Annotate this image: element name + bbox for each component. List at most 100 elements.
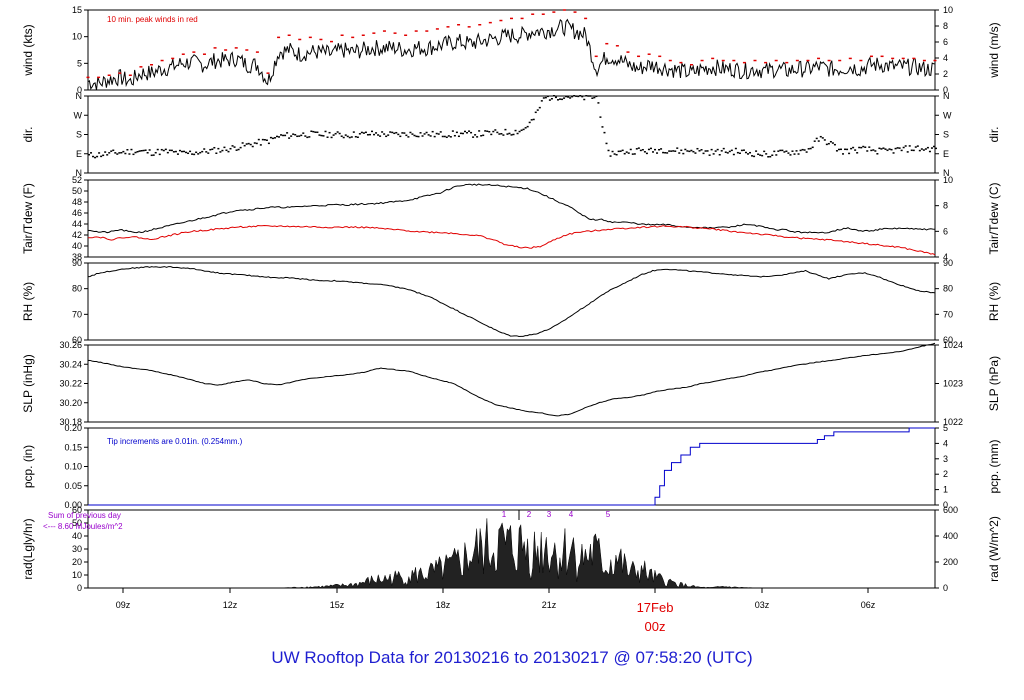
direction-point (474, 134, 477, 136)
ytick-left-label: 30.20 (59, 398, 82, 408)
direction-point (492, 130, 495, 133)
direction-point (587, 95, 590, 97)
direction-point (288, 137, 291, 139)
direction-point (864, 146, 867, 149)
ytick-left-label: S (76, 130, 82, 140)
direction-point (160, 148, 163, 151)
direction-point (728, 150, 731, 153)
direction-point (486, 130, 489, 133)
direction-point (910, 149, 913, 152)
direction-point (364, 131, 367, 134)
direction-point (278, 136, 281, 138)
direction-point (690, 149, 693, 152)
direction-point (223, 146, 226, 149)
ytick-right-label: 1024 (943, 340, 963, 350)
direction-point (94, 156, 97, 159)
direction-point (122, 150, 125, 153)
direction-point (304, 135, 307, 137)
direction-point (215, 152, 218, 154)
direction-point (534, 111, 537, 114)
direction-point (433, 135, 436, 138)
direction-point (649, 147, 652, 150)
direction-point (510, 134, 513, 136)
direction-point (890, 148, 893, 151)
ytick-right-label: N (943, 168, 950, 178)
direction-point (544, 96, 547, 99)
direction-point (552, 95, 555, 97)
ylabel-left: wind (kts) (21, 24, 35, 76)
direction-point (797, 153, 800, 155)
direction-point (488, 130, 491, 133)
direction-point (354, 135, 357, 138)
direction-point (528, 121, 531, 124)
direction-point (609, 155, 612, 157)
direction-point (387, 134, 390, 136)
x-date-label: 17Feb (637, 600, 674, 615)
radiation-area (88, 518, 935, 589)
direction-point (714, 150, 717, 152)
direction-point (269, 136, 272, 139)
direction-point (641, 148, 644, 151)
direction-point (918, 149, 921, 152)
ytick-left-label: 0.15 (64, 442, 82, 452)
direction-point (508, 132, 511, 135)
direction-point (637, 147, 640, 149)
direction-point (199, 151, 202, 154)
direction-point (209, 148, 212, 151)
direction-point (611, 150, 614, 153)
direction-point (924, 148, 927, 150)
direction-point (132, 153, 135, 156)
direction-point (734, 147, 737, 150)
ytick-left-label: 10 (72, 570, 82, 580)
direction-point (682, 152, 685, 155)
direction-point (807, 148, 810, 150)
direction-point (466, 132, 469, 134)
direction-point (522, 128, 525, 131)
direction-point (740, 149, 743, 152)
direction-point (524, 127, 527, 129)
direction-point (397, 133, 400, 136)
direction-point (405, 134, 408, 137)
direction-point (468, 130, 471, 132)
direction-point (211, 148, 214, 151)
ylabel-right: Tair/Tdew (C) (987, 182, 1001, 254)
direction-point (441, 135, 444, 138)
direction-point (829, 140, 832, 143)
ytick-left-label: N (76, 168, 83, 178)
direction-point (651, 151, 654, 153)
direction-point (257, 138, 260, 141)
ytick-left-label: 52 (72, 175, 82, 185)
direction-point (110, 150, 113, 152)
ytick-right-label: 70 (943, 309, 953, 319)
direction-point (672, 150, 675, 152)
direction-point (842, 153, 845, 155)
slp-series-line (87, 342, 936, 417)
ytick-left-label: 40 (72, 241, 82, 251)
direction-point (815, 137, 818, 140)
direction-point (225, 149, 228, 152)
direction-point (411, 133, 414, 135)
direction-point (439, 131, 442, 133)
direction-point (724, 151, 727, 153)
direction-point (785, 150, 788, 152)
direction-point (870, 149, 873, 152)
direction-point (480, 135, 483, 137)
direction-point (112, 149, 115, 152)
direction-point (286, 132, 289, 134)
direction-point (154, 151, 157, 154)
direction-point (395, 131, 398, 134)
direction-point (498, 133, 501, 135)
ytick-left-label: 0.10 (64, 462, 82, 472)
direction-point (437, 133, 440, 135)
direction-point (647, 148, 650, 151)
direction-point (866, 150, 869, 152)
direction-point (817, 140, 820, 142)
direction-point (839, 148, 842, 151)
direction-point (718, 154, 721, 156)
direction-point (247, 142, 250, 145)
direction-point (868, 146, 871, 148)
xtick-label: 06z (861, 600, 876, 610)
direction-point (561, 98, 564, 101)
rh-series-line (87, 266, 936, 337)
